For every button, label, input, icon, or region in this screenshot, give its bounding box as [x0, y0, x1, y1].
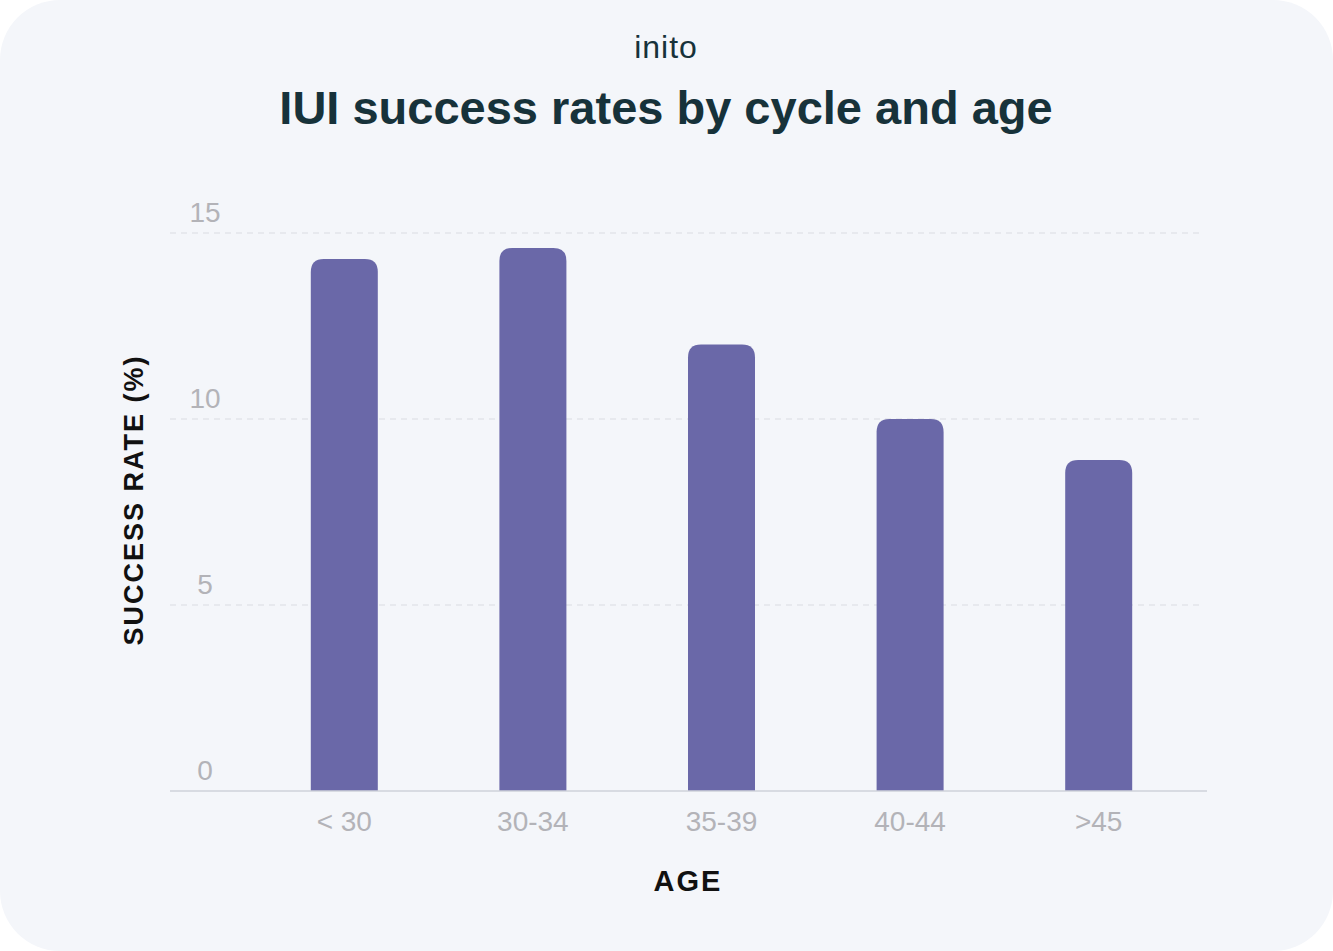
- x-tick-label: 35-39: [686, 806, 758, 837]
- y-tick-label: 0: [197, 755, 213, 786]
- bar: [877, 419, 944, 791]
- grid-line: [170, 232, 1200, 233]
- chart-root: inito IUI success rates by cycle and age 0…: [0, 0, 1333, 951]
- card-background: [0, 0, 1333, 951]
- brand-annotation: inito: [634, 29, 698, 65]
- x-axis-label: AGE: [654, 865, 723, 897]
- bar: [499, 248, 566, 791]
- chart-title: IUI success rates by cycle and age: [279, 81, 1052, 134]
- x-tick-label: 40-44: [874, 806, 946, 837]
- bars-group: [311, 248, 1132, 791]
- chart-svg: inito IUI success rates by cycle and age 0…: [0, 0, 1333, 951]
- x-tick-label: 30-34: [497, 806, 569, 837]
- x-tick-label: >45: [1075, 806, 1123, 837]
- bar: [311, 259, 378, 791]
- x-tick-label: < 30: [317, 806, 372, 837]
- y-axis-label: SUCCESS RATE (%): [119, 354, 149, 645]
- y-tick-label: 15: [189, 197, 220, 228]
- y-tick-label: 10: [189, 383, 220, 414]
- y-tick-label: 5: [197, 569, 213, 600]
- bar: [688, 345, 755, 791]
- bar: [1065, 460, 1132, 791]
- x-axis-line: [170, 790, 1207, 792]
